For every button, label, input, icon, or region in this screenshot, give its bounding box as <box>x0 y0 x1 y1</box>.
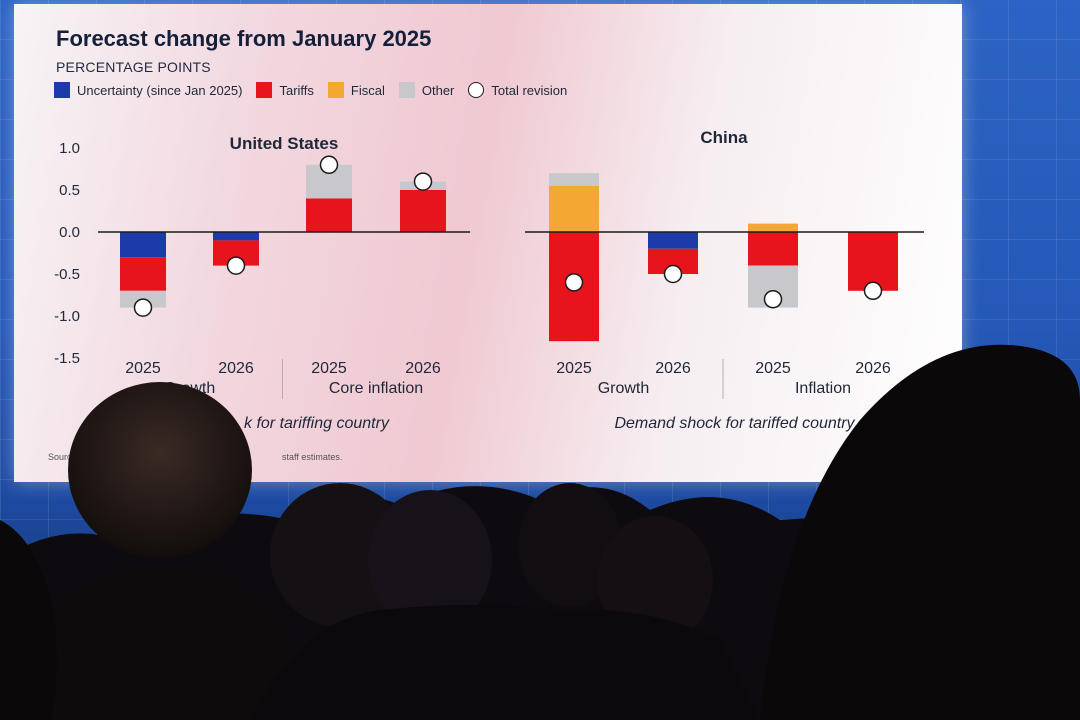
legend-swatch-other <box>398 82 415 98</box>
total-revision-marker-us-3 <box>413 172 433 191</box>
x-tick-label-china-1: 2026 <box>655 360 691 377</box>
total-revision-marker-china-3 <box>863 281 883 301</box>
total-revision-marker-us-0 <box>133 298 153 317</box>
bar-china-fiscal-0 <box>549 185 599 232</box>
source-note-suffix: staff estimates. <box>282 452 343 462</box>
legend-label-fiscal: Fiscal <box>350 82 385 98</box>
legend-item-total-revision: Total revision <box>468 82 567 98</box>
panel-caption-china: Demand shock for tariffed country <box>614 415 855 432</box>
x-tick-label-china-3: 2026 <box>855 360 891 377</box>
bar-us-uncertainty-0 <box>120 232 166 258</box>
y-tick-label: 0.5 <box>59 182 80 199</box>
x-tick-label-us-3: 2026 <box>405 360 441 377</box>
y-tick-label: 1.0 <box>59 140 80 157</box>
legend-label-total-revision: Total revision <box>491 82 568 98</box>
bar-china-uncertainty-1 <box>648 232 698 249</box>
bar-us-uncertainty-1 <box>213 232 259 241</box>
legend-item-other: Other <box>398 82 455 98</box>
panel-caption-us: k for tariffing country <box>244 415 390 432</box>
legend-swatch-fiscal <box>327 82 344 98</box>
audience-head-far-left <box>0 520 57 720</box>
audience-head-middle-4 <box>597 516 713 644</box>
panel-title-china: China <box>700 128 748 147</box>
legend-label-uncertainty: Uncertainty (since Jan 2025) <box>77 82 243 98</box>
audience-head-right <box>760 344 1080 720</box>
audience-shoulders-middle <box>250 605 760 720</box>
presentation-slide: Forecast change from January 2025 PERCEN… <box>14 4 962 482</box>
total-revision-marker-china-2 <box>763 289 783 309</box>
legend-item-tariffs: Tariffs <box>256 82 314 98</box>
total-revision-marker-us-1 <box>226 256 246 275</box>
legend-swatch-tariffs <box>256 82 273 98</box>
chart-title: Forecast change from January 2025 <box>56 26 432 51</box>
total-revision-marker-china-1 <box>663 264 683 284</box>
y-tick-label: -0.5 <box>54 266 80 283</box>
audience-head-middle-2 <box>368 490 492 630</box>
audience-head-left <box>68 382 252 558</box>
group-label-us-1: Core inflation <box>329 380 423 397</box>
source-note-prefix: Sourc <box>48 452 72 462</box>
bar-china-tariffs-2 <box>748 232 798 266</box>
bar-us-tariffs-2 <box>306 198 352 232</box>
bar-china-tariffs-3 <box>848 232 898 291</box>
bar-us-tariffs-0 <box>120 257 166 291</box>
legend-item-fiscal: Fiscal <box>327 82 385 98</box>
total-revision-marker-china-0 <box>564 273 584 292</box>
x-tick-label-china-0: 2025 <box>556 360 592 377</box>
legend-label-other: Other <box>421 82 455 98</box>
y-tick-label: -1.5 <box>54 350 80 367</box>
y-tick-label: 0.0 <box>59 224 80 241</box>
x-tick-label-us-2: 2025 <box>311 360 347 377</box>
group-label-china-0: Growth <box>598 380 650 397</box>
legend-swatch-uncertainty <box>54 82 70 98</box>
y-tick-label: -1.0 <box>54 308 80 325</box>
panel-title-us: United States <box>230 134 339 153</box>
bar-china-fiscal-2 <box>748 223 798 232</box>
chart-units: PERCENTAGE POINTS <box>56 59 211 75</box>
bar-china-other-0 <box>549 173 599 186</box>
audience-shoulders-left <box>20 562 320 720</box>
x-tick-label-us-1: 2026 <box>218 360 254 377</box>
legend-label-tariffs: Tariffs <box>279 82 314 98</box>
x-tick-label-china-2: 2025 <box>755 360 791 377</box>
legend-swatch-total-revision <box>468 82 485 98</box>
group-label-china-1: Inflation <box>795 380 851 397</box>
total-revision-marker-us-2 <box>319 155 339 175</box>
chart-legend: Uncertainty (since Jan 2025) Tariffs Fis… <box>54 82 567 98</box>
bar-us-tariffs-3 <box>400 190 446 232</box>
x-tick-label-us-0: 2025 <box>125 360 161 377</box>
legend-item-uncertainty: Uncertainty (since Jan 2025) <box>54 82 242 98</box>
audience-head-middle-3 <box>518 483 622 607</box>
